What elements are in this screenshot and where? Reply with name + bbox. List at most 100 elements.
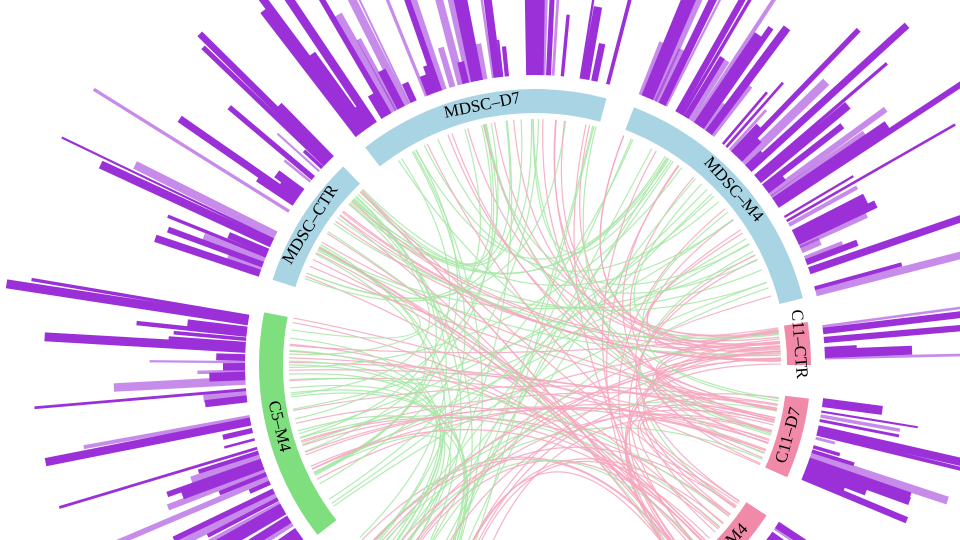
data-bar: [579, 0, 595, 79]
data-bar: [480, 0, 495, 79]
chord: [426, 143, 737, 507]
chord: [655, 351, 781, 421]
data-bar: [683, 55, 725, 119]
data-bar: [675, 0, 746, 115]
data-bar: [166, 466, 266, 511]
data-bar: [404, 0, 443, 93]
chord: [352, 158, 670, 274]
chord: [317, 248, 756, 310]
data-bar: [791, 193, 866, 236]
data-bar: [58, 446, 258, 509]
data-bar: [437, 46, 456, 88]
data-bar: [691, 0, 777, 124]
data-bar: [824, 353, 960, 360]
data-bar: [687, 59, 730, 122]
chord: [309, 265, 777, 411]
chord: [433, 287, 769, 540]
data-bar: [204, 395, 248, 408]
data-bar: [166, 226, 264, 268]
chord: [633, 183, 780, 340]
data-bar: [216, 353, 246, 361]
data-bar: [202, 233, 266, 264]
chord: [290, 389, 469, 540]
chord: [646, 232, 779, 337]
chord: [560, 120, 780, 338]
data-bar: [308, 51, 370, 133]
data-bar: [401, 81, 417, 104]
chord: [304, 124, 495, 453]
data-bar: [206, 497, 279, 538]
data-bar: [591, 42, 606, 82]
data-bar: [799, 237, 822, 254]
data-bar: [819, 419, 900, 438]
data-bar: [811, 449, 855, 467]
data-bar: [207, 501, 282, 540]
chord: [306, 124, 493, 300]
data-bar: [739, 78, 830, 166]
data-bar: [665, 0, 722, 107]
data-bar: [353, 105, 372, 129]
data-bar: [356, 37, 400, 112]
data-bar: [260, 8, 361, 138]
data-bar: [725, 81, 784, 148]
data-bar: [804, 464, 868, 496]
data-bar: [61, 136, 275, 241]
chord: [601, 150, 675, 540]
data-bar: [410, 0, 447, 91]
chord: [480, 460, 719, 540]
data-bar: [497, 39, 504, 77]
data-bar: [710, 84, 753, 137]
data-bar: [173, 330, 247, 342]
data-bar: [274, 170, 305, 196]
data-bar: [460, 0, 483, 82]
data-bar: [5, 279, 250, 326]
chord: [289, 349, 438, 540]
data-bar: [133, 161, 278, 239]
chord: [472, 471, 661, 540]
data-bar: [435, 0, 466, 86]
chord: [350, 200, 780, 342]
data-bar: [814, 262, 903, 291]
data-bar: [116, 475, 270, 540]
data-bar: [177, 115, 299, 203]
chord: [467, 178, 696, 540]
chord: [360, 190, 671, 540]
data-bar: [385, 0, 428, 97]
chord: [317, 249, 781, 355]
data-bar: [737, 137, 762, 162]
chord: [337, 217, 779, 339]
chord: [339, 215, 662, 540]
data-bar: [746, 22, 910, 173]
data-bar: [419, 74, 435, 96]
data-bar: [34, 388, 247, 410]
chord: [473, 458, 724, 540]
data-bar: [761, 123, 845, 190]
chord: [313, 435, 452, 540]
chord: [637, 404, 776, 533]
data-bar: [801, 473, 909, 524]
chord: [362, 188, 734, 287]
data-bar: [259, 520, 294, 540]
data-bar: [457, 61, 470, 85]
segment-arc: [765, 395, 809, 478]
chord: [639, 419, 766, 517]
chord: [304, 407, 766, 453]
data-bar: [606, 0, 632, 85]
chord: [410, 120, 513, 540]
data-bar: [821, 398, 883, 415]
chord: [628, 258, 758, 540]
chord: [294, 122, 499, 420]
data-bar: [483, 0, 502, 78]
chord: [437, 138, 758, 294]
chord: [331, 188, 708, 504]
data-bar: [693, 32, 762, 128]
data-bar: [721, 91, 769, 145]
data-bar: [754, 62, 888, 178]
data-bar: [284, 0, 377, 127]
data-bar: [367, 92, 389, 119]
data-bar: [824, 345, 857, 352]
chord: [582, 126, 765, 455]
data-bar: [201, 45, 328, 167]
data-bar: [378, 68, 405, 110]
